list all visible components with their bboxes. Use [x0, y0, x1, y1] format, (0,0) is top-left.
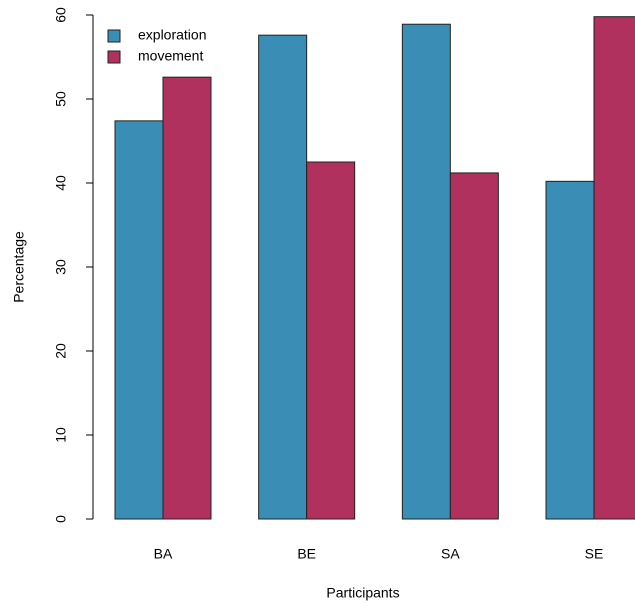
y-tick-label: 0 [53, 515, 69, 523]
x-tick-label: SE [585, 546, 604, 562]
x-tick-label: BA [154, 546, 173, 562]
bar [306, 161, 356, 520]
y-tick-label: 10 [53, 427, 69, 443]
legend-swatch [107, 29, 121, 43]
x-axis-label: Participants [326, 585, 399, 601]
bar [401, 23, 451, 520]
legend-swatch [107, 50, 121, 64]
y-axis-label: Percentage [11, 231, 27, 303]
bar [162, 76, 212, 520]
x-tick-label: BE [297, 546, 316, 562]
legend-label: movement [138, 48, 203, 64]
y-tick-label: 50 [53, 91, 69, 107]
y-tick-label: 40 [53, 175, 69, 191]
bar [114, 120, 164, 520]
bar [545, 180, 595, 520]
bar [258, 34, 308, 520]
y-tick-label: 30 [53, 259, 69, 275]
y-tick-label: 20 [53, 343, 69, 359]
bar [593, 16, 635, 520]
x-tick-label: SA [441, 546, 460, 562]
bar [449, 172, 499, 520]
legend-label: exploration [138, 27, 207, 43]
y-tick-label: 60 [53, 7, 69, 23]
